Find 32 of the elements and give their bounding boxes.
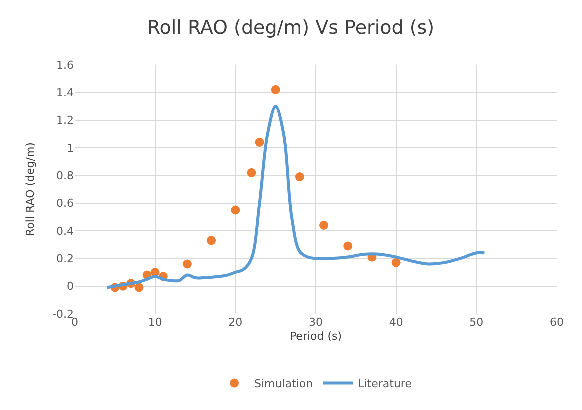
legend-label: Literature [358,378,412,391]
point [231,206,240,215]
x-axis-title: Period (s) [290,330,342,344]
y-tick-label: 0.2 [56,252,74,266]
x-tick-label: 60 [550,316,564,329]
point [392,258,401,268]
y-tick-label: 0 [67,280,74,294]
legend-label: Simulation [254,378,314,391]
y-tick-label: 1 [67,142,74,155]
point [247,168,256,178]
y-tick-label: 1.4 [56,86,74,100]
y-tick-label: -0.2 [52,308,74,321]
y-tick-label: 1.6 [56,58,74,72]
point [320,220,329,230]
y-tick-label: 0.8 [56,170,74,183]
point [134,283,144,292]
x-tick-label: 40 [389,316,404,329]
x-tick-label: 50 [470,316,484,329]
point [295,172,304,182]
point [255,138,264,147]
point [271,85,280,94]
point [207,236,216,246]
y-tick-label: 0.6 [56,197,74,210]
x-tick-label: 30 [309,316,323,329]
point [344,242,353,251]
y-tick-label: 0.4 [56,224,74,238]
x-tick-label: 20 [228,316,243,329]
chart-title: Roll RAO (deg/m) Vs Period (s) [147,16,435,39]
x-tick-label: 10 [148,316,162,329]
point [182,260,192,269]
y-axis-title: Roll RAO (deg/m) [24,142,38,236]
y-tick-label: 1.2 [56,114,74,128]
